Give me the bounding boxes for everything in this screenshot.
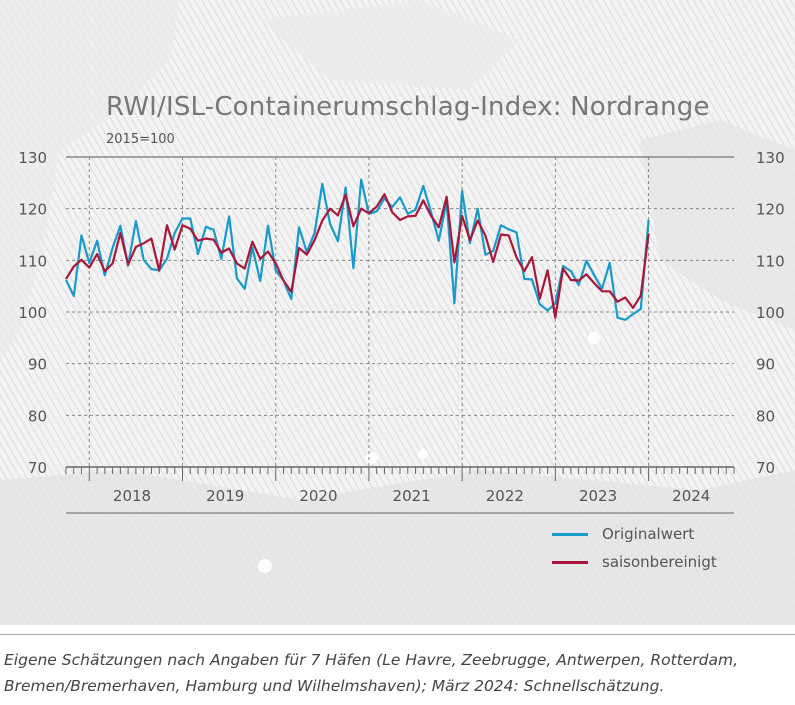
y-tick-label-right: 80 — [756, 407, 775, 425]
y-tick-label-left: 110 — [18, 252, 47, 270]
legend-item-saisonbereinigt: saisonbereinigt — [552, 548, 717, 576]
x-year-label-2021: 2021 — [393, 487, 431, 505]
x-year-label-2018: 2018 — [113, 487, 151, 505]
x-year-label-2019: 2019 — [206, 487, 244, 505]
legend-swatch-saisonbereinigt — [552, 560, 588, 564]
y-tick-label-left: 130 — [18, 149, 47, 167]
chart-frame: 70 70 80 80 90 90 100 100 110 110 120 120 130 130 2018… — [0, 0, 795, 625]
footer-divider — [0, 634, 795, 635]
legend-label-original: Originalwert — [602, 525, 695, 543]
legend-label-saisonbereinigt: saisonbereinigt — [602, 553, 717, 571]
legend-item-original: Originalwert — [552, 520, 717, 548]
y-tick-label-right: 120 — [756, 201, 785, 219]
x-year-label-2022: 2022 — [486, 487, 524, 505]
x-year-label-2023: 2023 — [579, 487, 617, 505]
y-tick-label-right: 90 — [756, 356, 775, 374]
line-chart: 70 70 80 80 90 90 100 100 110 110 120 120 130 130 2018… — [0, 0, 795, 625]
y-tick-label-left: 100 — [18, 304, 47, 322]
y-tick-label-left: 90 — [28, 356, 47, 374]
chart-title: RWI/ISL-Containerumschlag-Index: Nordran… — [106, 92, 710, 122]
series-line-saisonbereinigt — [65, 193, 650, 319]
y-tick-label-right: 110 — [756, 252, 785, 270]
y-tick-label-left: 120 — [18, 201, 47, 219]
series-line-originalwert — [65, 178, 650, 321]
y-tick-label-right: 70 — [756, 459, 775, 477]
y-tick-label-left: 80 — [28, 407, 47, 425]
x-year-label-2020: 2020 — [299, 487, 337, 505]
chart-subtitle: 2015=100 — [106, 132, 175, 147]
footnote-line-1: Eigene Schätzungen nach Angaben für 7 Hä… — [4, 651, 739, 669]
legend: Originalwert saisonbereinigt — [552, 520, 717, 576]
x-year-label-2024: 2024 — [672, 487, 710, 505]
y-tick-label-right: 100 — [756, 304, 785, 322]
y-tick-label-right: 130 — [756, 149, 785, 167]
y-tick-label-left: 70 — [28, 459, 47, 477]
footnote-line-2: Bremen/Bremerhaven, Hamburg und Wilhelms… — [4, 677, 665, 695]
legend-swatch-original — [552, 532, 588, 536]
footnote: Eigene Schätzungen nach Angaben für 7 Hä… — [4, 647, 784, 699]
